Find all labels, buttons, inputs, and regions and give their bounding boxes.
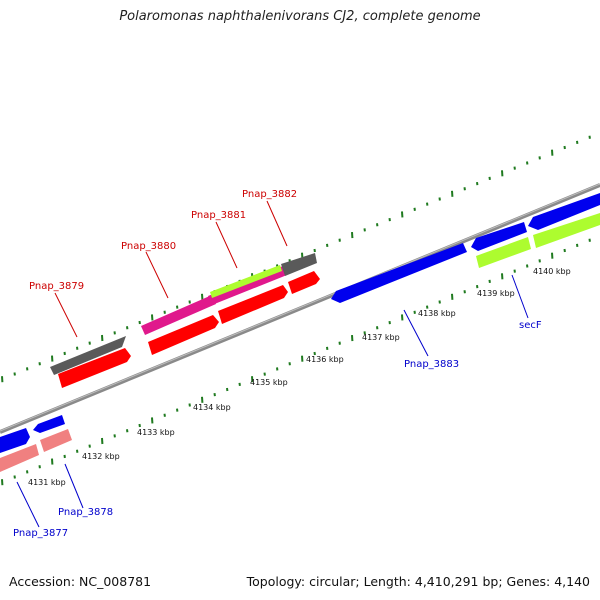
feature-gene-pnap3882[interactable] bbox=[281, 253, 317, 276]
feature-gene-pnap3880[interactable] bbox=[141, 295, 216, 335]
scale-tick-label: 4134 kbp bbox=[193, 403, 231, 412]
accession-text: Accession: NC_008781 bbox=[9, 574, 152, 589]
scale-tick-label: 4140 kbp bbox=[533, 267, 571, 276]
scale-tick-label: 4135 kbp bbox=[250, 378, 288, 387]
genome-backbone-highlight bbox=[0, 183, 600, 432]
forward-label-leaders bbox=[54, 200, 288, 338]
gene-label[interactable]: Pnap_3882 bbox=[242, 189, 297, 200]
feature-gene-pnap3879[interactable] bbox=[50, 336, 126, 375]
feature-gene-pnap3881[interactable] bbox=[210, 265, 282, 298]
scale-tick-label: 4139 kbp bbox=[477, 289, 515, 298]
gene-label[interactable]: Pnap_3880 bbox=[121, 241, 176, 252]
scale-tick-label: 4136 kbp bbox=[306, 355, 344, 364]
feature-cds-secf-a[interactable] bbox=[471, 222, 527, 251]
gene-label[interactable]: Pnap_3879 bbox=[29, 281, 84, 292]
feature-cds-pnap3883[interactable] bbox=[331, 243, 467, 303]
gene-label[interactable]: Pnap_3881 bbox=[191, 210, 246, 221]
scale-tick-label: 4133 kbp bbox=[137, 428, 175, 437]
scale-tick-label: 4137 kbp bbox=[362, 333, 400, 342]
feature-cds-secd[interactable] bbox=[528, 193, 600, 230]
gene-label[interactable]: Pnap_3883 bbox=[404, 359, 459, 370]
feature-cds-pnap3878[interactable] bbox=[33, 415, 65, 433]
feature-cds-pnap3881[interactable] bbox=[218, 285, 288, 324]
feature-gene-pnap3878[interactable] bbox=[40, 429, 72, 452]
feature-cds-pnap3882[interactable] bbox=[288, 271, 320, 294]
genome-backbone bbox=[0, 183, 600, 434]
feature-cds-pnap3877[interactable] bbox=[0, 428, 30, 453]
genome-stats-text: Topology: circular; Length: 4,410,291 bp… bbox=[246, 574, 590, 589]
feature-gene-pnap3877[interactable] bbox=[0, 444, 39, 472]
gene-label[interactable]: Pnap_3878 bbox=[58, 507, 113, 518]
gene-label[interactable]: secF bbox=[519, 320, 542, 331]
scale-tick-label: 4132 kbp bbox=[82, 452, 120, 461]
genome-title: Polaromonas naphthalenivorans CJ2, compl… bbox=[119, 9, 481, 24]
scale-tick-label: 4131 kbp bbox=[28, 478, 66, 487]
feature-cds-pnap3880[interactable] bbox=[148, 315, 219, 355]
feature-gene-secd[interactable] bbox=[533, 213, 600, 248]
feature-cds-pnap3879[interactable] bbox=[58, 348, 131, 388]
gene-label[interactable]: Pnap_3877 bbox=[13, 528, 68, 539]
feature-gene-secf[interactable] bbox=[476, 237, 531, 268]
reverse-label-leaders bbox=[16, 274, 529, 528]
scale-tick-label: 4138 kbp bbox=[418, 309, 456, 318]
